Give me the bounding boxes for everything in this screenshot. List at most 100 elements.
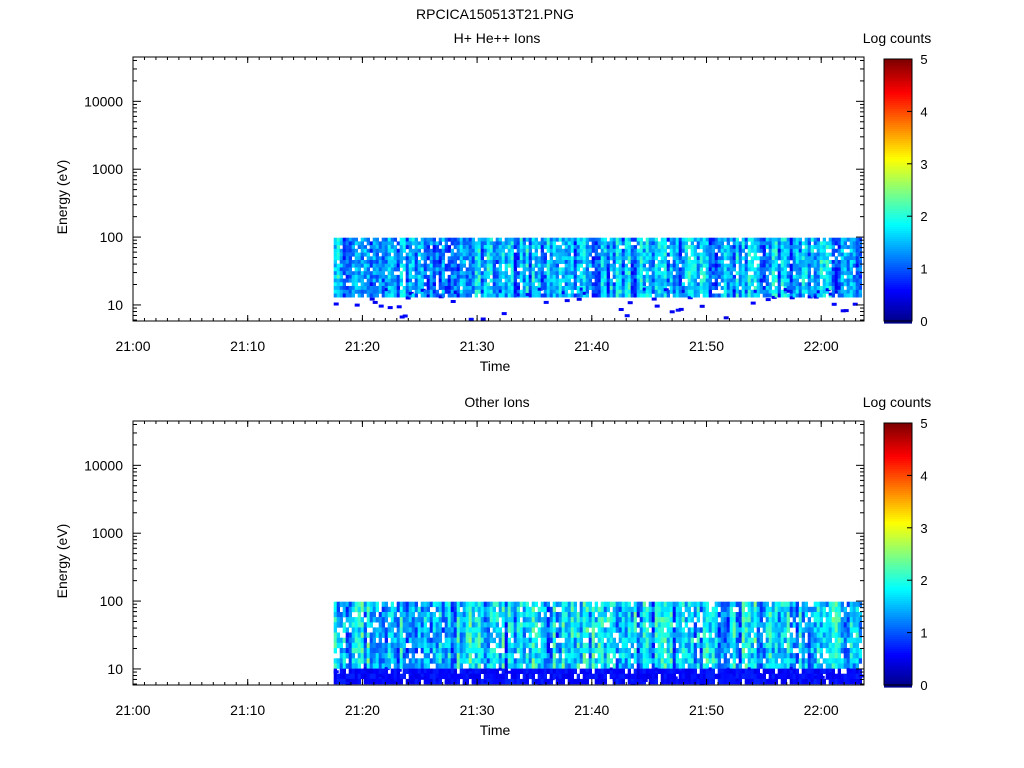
heatmap-cell <box>852 278 856 283</box>
heatmap-cell <box>591 274 595 279</box>
heatmap-cell <box>336 256 340 261</box>
heatmap-cell <box>717 668 721 674</box>
heatmap-cell <box>342 663 346 669</box>
heatmap-cell <box>654 293 658 298</box>
heatmap-cell <box>651 282 655 287</box>
heatmap-cell <box>351 663 355 669</box>
colorbar-swatch <box>884 71 912 74</box>
heatmap-cell <box>507 241 511 246</box>
heatmap-cell <box>624 314 630 318</box>
heatmap-cell <box>726 289 730 294</box>
heatmap-cell <box>783 260 787 264</box>
heatmap-cell <box>387 648 391 654</box>
heatmap-cell <box>696 237 700 242</box>
heatmap-cell <box>489 678 493 685</box>
heatmap-cell <box>684 601 688 608</box>
heatmap-cell <box>642 663 646 669</box>
heatmap-cell <box>561 601 565 608</box>
heatmap-cell <box>837 245 841 250</box>
heatmap-cell <box>615 241 619 246</box>
heatmap-cell <box>669 617 673 623</box>
heatmap-cell <box>816 274 820 279</box>
heatmap-cell <box>537 673 541 680</box>
heatmap-cell <box>456 627 460 633</box>
heatmap-cell <box>441 653 445 659</box>
x-tick-label: 21:20 <box>345 338 380 354</box>
colorbar-swatch <box>884 205 912 208</box>
heatmap-cell <box>597 263 601 268</box>
heatmap-cell <box>588 245 592 250</box>
heatmap-cell <box>615 668 619 674</box>
heatmap-cell <box>396 252 400 257</box>
heatmap-cell <box>432 245 436 250</box>
heatmap-cell <box>603 278 607 283</box>
heatmap-cell <box>666 267 670 272</box>
heatmap-cell <box>513 673 517 680</box>
heatmap-cell <box>627 282 631 287</box>
colorbar-swatch <box>884 99 912 102</box>
heatmap-cell <box>516 271 520 276</box>
heatmap-cell <box>588 278 592 283</box>
heatmap-cell <box>390 653 394 659</box>
heatmap-cell <box>678 670 684 674</box>
heatmap-cell <box>531 678 535 685</box>
heatmap-cell <box>801 286 805 290</box>
heatmap-cell <box>474 617 478 623</box>
heatmap-cell <box>687 612 691 618</box>
heatmap-cell <box>765 282 769 287</box>
heatmap-cell <box>480 606 484 613</box>
heatmap-cell <box>603 267 607 272</box>
heatmap-cell <box>825 289 829 294</box>
heatmap-cell <box>525 245 529 250</box>
heatmap-cell <box>396 601 400 608</box>
heatmap-cell <box>798 274 802 279</box>
heatmap-cell <box>684 617 688 623</box>
heatmap-cell <box>594 642 598 649</box>
heatmap-cell <box>639 622 643 628</box>
heatmap-cell <box>426 617 430 623</box>
heatmap-cell <box>717 274 721 279</box>
heatmap-cell <box>570 245 574 250</box>
heatmap-cell <box>444 241 448 246</box>
heatmap-cell <box>732 632 736 638</box>
heatmap-cell <box>486 237 490 242</box>
heatmap-cell <box>357 293 361 298</box>
heatmap-cell <box>360 263 364 268</box>
heatmap-cell <box>672 617 676 623</box>
heatmap-cell <box>717 622 721 628</box>
heatmap-cell <box>480 601 484 608</box>
heatmap-cell <box>600 617 604 623</box>
colorbar-swatch <box>884 251 912 254</box>
heatmap-cell <box>753 248 757 253</box>
heatmap-cell <box>378 282 382 287</box>
heatmap-cell <box>447 668 451 674</box>
heatmap-cell <box>609 286 613 290</box>
heatmap-cell <box>567 252 571 257</box>
heatmap-cell <box>429 282 433 287</box>
heatmap-cell <box>630 260 634 264</box>
heatmap-cell <box>381 286 385 290</box>
heatmap-cell <box>366 241 370 246</box>
heatmap-cell <box>360 293 364 298</box>
heatmap-cell <box>759 289 763 294</box>
heatmap-cell <box>825 245 829 250</box>
heatmap-cell <box>633 601 637 608</box>
heatmap-cell <box>684 286 688 290</box>
heatmap-cell <box>726 286 730 290</box>
heatmap-cell <box>489 622 493 628</box>
heatmap-cell <box>498 237 502 242</box>
heatmap-cell <box>360 627 364 633</box>
heatmap-cell <box>600 293 604 298</box>
heatmap-cell <box>624 653 628 659</box>
heatmap-cell <box>720 653 724 659</box>
heatmap-cell <box>579 622 583 628</box>
heatmap-cell <box>780 248 784 253</box>
heatmap-cell <box>546 263 550 268</box>
heatmap-cell <box>645 642 649 649</box>
heatmap-cell <box>522 248 526 253</box>
heatmap-cell <box>417 658 421 664</box>
heatmap-cell <box>852 274 856 279</box>
heatmap-cell <box>384 667 390 671</box>
heatmap-cell <box>567 601 571 608</box>
heatmap-cell <box>624 637 628 644</box>
